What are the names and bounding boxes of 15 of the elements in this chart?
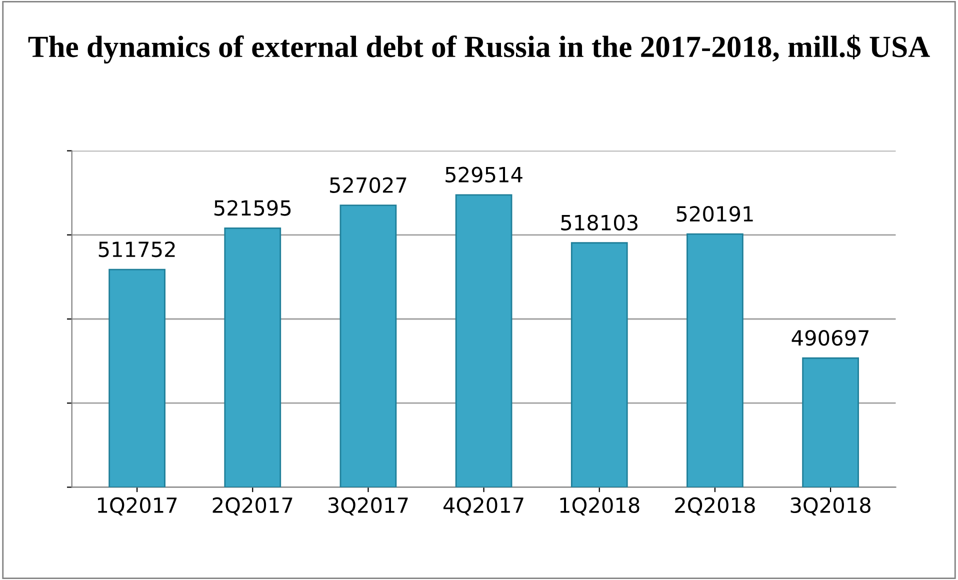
data-label: 490697 (792, 330, 869, 346)
x-tick-label: 1Q2018 (560, 497, 640, 516)
data-label: 520191 (676, 206, 753, 222)
data-label: 529514 (446, 166, 522, 183)
x-tick-label: 3Q2018 (790, 497, 870, 516)
x-tick-label: 4Q2017 (443, 497, 524, 516)
x-tick-label: 1Q2017 (98, 497, 177, 516)
chart-title: The dynamics of external debt of Russia in the 2017-2018, mill.$ USA (28, 34, 930, 64)
data-label: 527027 (330, 177, 406, 193)
x-tick-label: 2Q2017 (212, 497, 292, 516)
x-tick-label: 2Q2018 (675, 497, 755, 516)
x-tick-label: 3Q2017 (328, 497, 408, 516)
data-label: 521595 (214, 200, 291, 216)
data-label: 511752 (98, 241, 175, 258)
data-label: 518103 (561, 214, 638, 231)
